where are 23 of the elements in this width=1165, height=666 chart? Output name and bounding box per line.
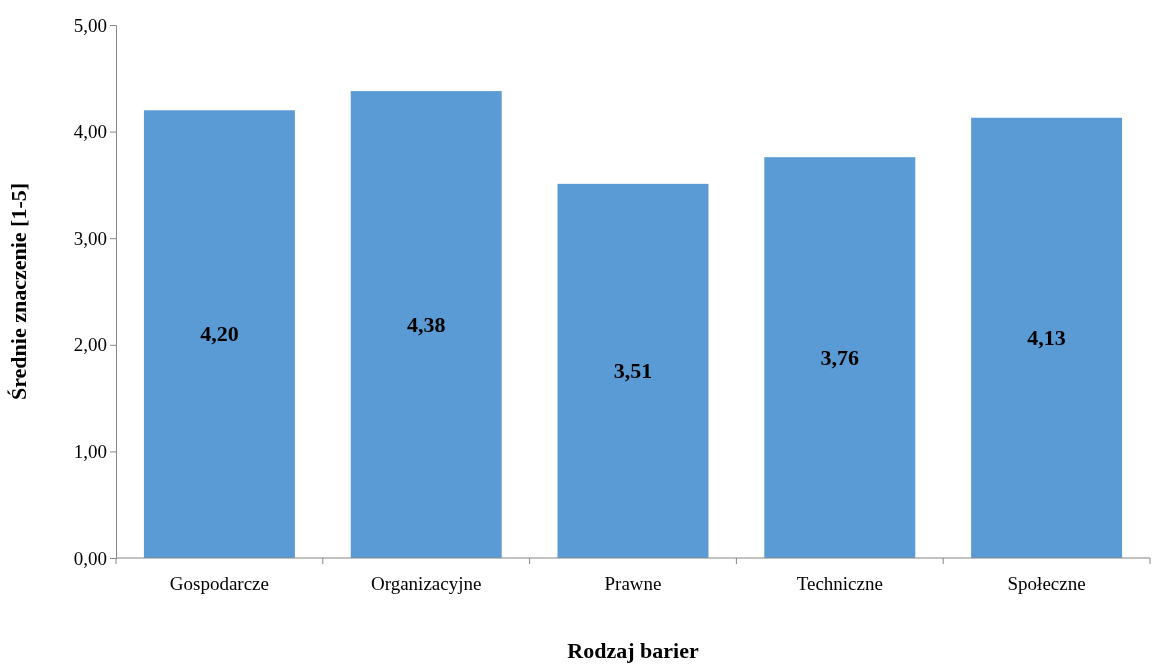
y-tick-label: 5,00: [73, 14, 107, 36]
bar: [143, 110, 295, 558]
data-label: 3,51: [613, 357, 653, 383]
y-tick-label: 4,00: [73, 121, 107, 143]
y-tick-label: 0,00: [73, 547, 107, 569]
x-tick-label: Gospodarcze: [169, 573, 269, 594]
x-tick-label: Organizacyjne: [370, 573, 482, 594]
y-tick-label: 1,00: [73, 440, 107, 462]
data-label: 3,76: [820, 344, 860, 370]
data-label: 4,20: [200, 321, 239, 347]
y-tick-label: 3,00: [73, 227, 107, 249]
x-tick-label: Techniczne: [796, 573, 883, 594]
data-label: 4,13: [1027, 324, 1066, 350]
bar: [764, 157, 916, 558]
bar: [350, 91, 502, 558]
y-axis-title: Średnie znaczenie [1-5]: [6, 182, 31, 401]
x-tick-label: Społeczne: [1007, 573, 1086, 594]
data-label: 4,38: [406, 311, 446, 337]
bar: [557, 183, 709, 558]
bar: [971, 117, 1123, 558]
x-tick-label: Prawne: [604, 573, 662, 594]
x-axis-title: Rodzaj barier: [567, 638, 699, 663]
y-tick-label: 2,00: [73, 334, 107, 356]
